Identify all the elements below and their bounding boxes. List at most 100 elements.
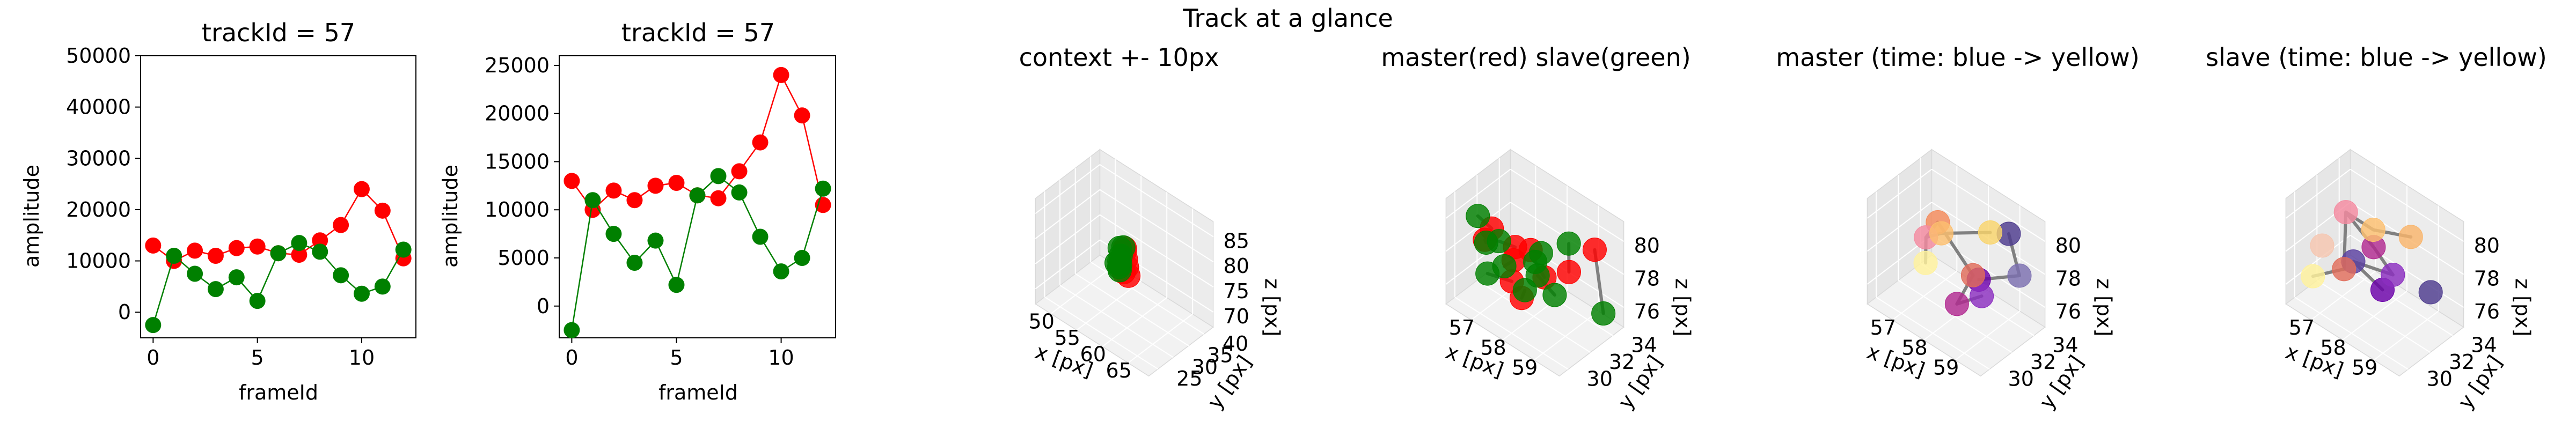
scatter-point-series-0 bbox=[2398, 225, 2423, 249]
y-tick-label: 30000 bbox=[66, 146, 131, 170]
y-tick-label: 30 bbox=[2427, 367, 2453, 390]
grid-line bbox=[1059, 285, 1174, 358]
y-tick-label: 10000 bbox=[485, 198, 550, 221]
data-point-series-0 bbox=[374, 202, 391, 219]
data-point-series-1 bbox=[374, 278, 391, 295]
z-axis-label: z [px] bbox=[1260, 278, 1284, 336]
scatter-point-series-0 bbox=[1978, 220, 2002, 245]
z-tick-label: 70 bbox=[1224, 305, 1249, 328]
scatter-point-series-0 bbox=[2310, 233, 2334, 258]
grid-line bbox=[1076, 280, 1141, 331]
x-tick-label: 59 bbox=[1512, 356, 1538, 380]
y-tick-label: 40 bbox=[1223, 332, 1248, 356]
y-tick-label: 5000 bbox=[497, 246, 550, 270]
data-point-series-1 bbox=[353, 285, 370, 302]
grid-line bbox=[1898, 279, 2012, 353]
z-tick-label: 76 bbox=[2474, 300, 2500, 323]
data-point-series-0 bbox=[752, 134, 769, 151]
grid-line bbox=[2294, 297, 2409, 370]
data-point-series-1 bbox=[731, 184, 748, 201]
scatter-point-series-0 bbox=[2418, 280, 2443, 305]
grid-line bbox=[1867, 202, 1933, 252]
scatter-point-series-0 bbox=[2333, 200, 2358, 225]
data-point-series-1 bbox=[166, 247, 182, 264]
grid-line bbox=[1445, 168, 1511, 219]
panel-5-title: master (time: blue -> yellow) bbox=[1776, 43, 2139, 72]
data-point-series-1 bbox=[249, 293, 266, 309]
x-tick-label: 55 bbox=[1055, 326, 1080, 350]
grid-line bbox=[1102, 297, 1167, 347]
grid-line bbox=[1867, 168, 1933, 219]
scatter-point-series-0 bbox=[1960, 263, 1985, 287]
grid-line bbox=[1931, 234, 2046, 308]
data-point-series-1 bbox=[187, 265, 203, 282]
z-tick-label: 76 bbox=[2055, 300, 2081, 323]
data-point-series-1 bbox=[752, 228, 769, 245]
data-point-series-0 bbox=[228, 240, 245, 256]
z-tick-label: 76 bbox=[1634, 300, 1660, 323]
scatter-point-series-1 bbox=[1591, 301, 1616, 326]
x-tick-label: 57 bbox=[2289, 316, 2315, 339]
x-tick-label: 0 bbox=[565, 346, 578, 369]
data-point-series-1 bbox=[312, 243, 328, 260]
y-tick-label: 20000 bbox=[66, 198, 131, 221]
panel-1-title: trackId = 57 bbox=[202, 18, 355, 47]
grid-line bbox=[1050, 264, 1116, 314]
y-tick-label: 30 bbox=[1192, 355, 1218, 379]
z-tick-label: 78 bbox=[2055, 267, 2081, 291]
y-tick-label: 20000 bbox=[485, 102, 550, 125]
z-tick-label: 80 bbox=[1224, 254, 1249, 278]
data-point-series-1 bbox=[395, 241, 412, 258]
data-point-series-1 bbox=[333, 267, 349, 284]
data-point-series-0 bbox=[291, 247, 308, 263]
y-tick-label: 34 bbox=[2471, 334, 2497, 357]
panel-amplitude-2: trackId = 57 frameId amplitude 0 5 10 0 5000… bbox=[438, 18, 836, 404]
data-point-series-0 bbox=[249, 238, 266, 255]
y-tick-label: 30 bbox=[1587, 367, 1613, 390]
scatter-point-series-0 bbox=[2007, 263, 2032, 288]
y-tick-label: 10000 bbox=[66, 249, 131, 273]
z-tick-label: 78 bbox=[1634, 267, 1660, 291]
grid-line bbox=[1128, 313, 1193, 364]
y-tick-label: 32 bbox=[2449, 350, 2475, 374]
scatter-point-series-0 bbox=[2361, 218, 2385, 242]
panel-2-title: trackId = 57 bbox=[621, 18, 775, 47]
data-point-series-1 bbox=[145, 317, 162, 334]
data-point-series-1 bbox=[710, 168, 727, 184]
data-point-series-0 bbox=[353, 181, 370, 197]
y-tick-label: 0 bbox=[537, 294, 550, 318]
grid-line bbox=[1099, 189, 1214, 263]
scatter-point-series-0 bbox=[1944, 292, 1969, 316]
data-point-series-0 bbox=[564, 173, 580, 189]
z-axis-label: z [px] bbox=[2092, 278, 2116, 336]
scatter-point-series-0 bbox=[1970, 284, 1994, 308]
scatter-point-series-1 bbox=[1528, 241, 1553, 265]
y-tick-label: 15000 bbox=[485, 150, 550, 173]
scatter-point-series-0 bbox=[1556, 260, 1581, 284]
scatter-point-series-1 bbox=[1525, 263, 1550, 288]
data-point-series-0 bbox=[312, 232, 328, 249]
grid-line bbox=[2285, 234, 2351, 285]
grid-line bbox=[1454, 297, 1569, 370]
z-axis-label: z [px] bbox=[1671, 278, 1694, 336]
axes-frame bbox=[559, 55, 836, 338]
scatter-point-series-1 bbox=[1556, 231, 1581, 256]
y-tick-label: 34 bbox=[1631, 334, 1657, 357]
y-tick-label: 30 bbox=[2008, 367, 2034, 390]
x-tick-label: 5 bbox=[670, 346, 683, 369]
figure-suptitle: Track at a glance bbox=[1182, 4, 1393, 33]
data-point-series-1 bbox=[564, 322, 580, 338]
y-tick-label: 50000 bbox=[66, 44, 131, 68]
y-tick-label: 32 bbox=[2030, 350, 2056, 374]
scatter-point-series-0 bbox=[2301, 264, 2325, 289]
x-tick-label: 5 bbox=[251, 346, 264, 369]
scatter-point-series-0 bbox=[2332, 257, 2357, 282]
x-tick-label: 50 bbox=[1029, 309, 1055, 333]
data-point-series-0 bbox=[794, 107, 810, 124]
y-tick-label: 32 bbox=[1609, 350, 1635, 374]
